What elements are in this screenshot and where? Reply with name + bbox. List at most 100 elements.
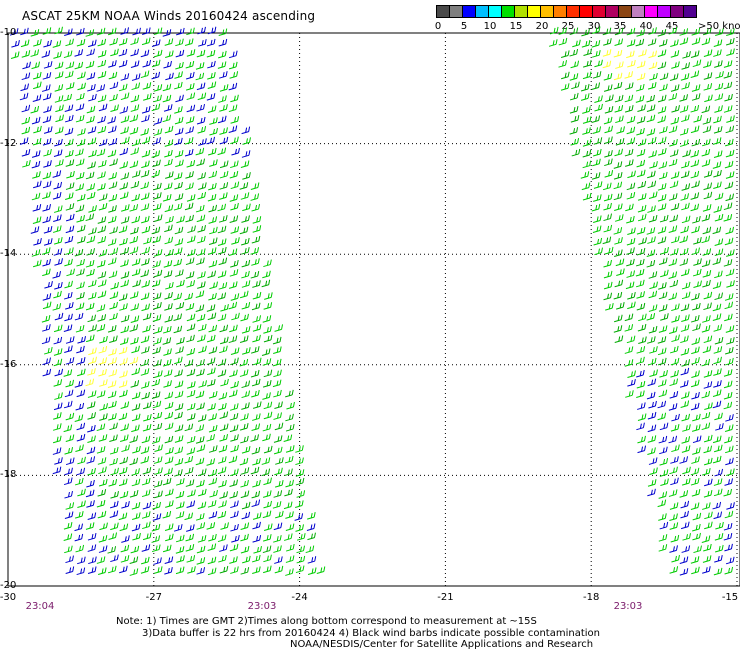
wind-barb	[626, 182, 636, 191]
wind-barb	[250, 434, 260, 442]
wind-barb	[726, 28, 735, 37]
wind-barb	[96, 556, 106, 564]
wind-barb	[701, 259, 711, 268]
wind-barb	[712, 389, 722, 397]
wind-barb	[54, 368, 64, 377]
wind-barb	[107, 546, 117, 554]
wind-barb	[164, 467, 173, 476]
wind-barb	[64, 258, 73, 267]
wind-barb	[140, 358, 150, 367]
wind-barb	[263, 477, 272, 486]
wind-barb	[613, 325, 623, 333]
wind-barb	[142, 59, 152, 68]
wind-barb	[119, 161, 129, 169]
wind-barb	[228, 50, 238, 59]
wind-barb	[197, 535, 207, 543]
wind-barb	[714, 468, 724, 477]
wind-barb	[723, 369, 733, 377]
wind-barb	[604, 125, 613, 134]
wind-barb	[141, 346, 150, 354]
wind-barb	[724, 237, 734, 246]
wind-barb	[251, 302, 261, 311]
wind-barb	[670, 477, 679, 486]
wind-barb	[680, 348, 690, 356]
wind-barb	[142, 423, 152, 432]
wind-barb	[725, 193, 735, 202]
wind-barb	[197, 92, 207, 101]
wind-barb	[658, 39, 668, 47]
wind-barb	[217, 456, 227, 464]
wind-barb	[96, 84, 106, 92]
wind-barb	[649, 369, 658, 377]
wind-barb	[704, 94, 713, 103]
wind-barb	[285, 389, 294, 398]
wind-barb	[637, 104, 646, 113]
wind-barb	[64, 313, 73, 322]
wind-barb	[637, 138, 647, 147]
wind-barb	[657, 412, 667, 421]
wind-barb	[98, 345, 108, 354]
wind-barb	[118, 478, 128, 487]
wind-barb	[42, 115, 52, 124]
wind-barb	[141, 136, 151, 144]
wind-barb	[97, 70, 107, 79]
wind-barb	[240, 490, 250, 499]
wind-barb	[692, 512, 702, 521]
wind-barb	[65, 357, 75, 365]
wind-barb	[52, 447, 62, 455]
wind-barb	[613, 72, 623, 81]
wind-barb	[669, 513, 678, 521]
wind-barb	[262, 490, 272, 498]
wind-barb	[648, 61, 658, 70]
wind-barb	[85, 489, 95, 498]
wind-barb	[74, 533, 84, 542]
wind-barb	[702, 555, 712, 563]
wind-barb	[42, 324, 51, 332]
wind-barb	[670, 370, 679, 378]
wind-barb	[691, 488, 701, 497]
wind-barb	[691, 84, 701, 92]
wind-barb	[77, 556, 86, 565]
wind-barb	[670, 357, 680, 366]
wind-barb	[108, 400, 117, 409]
wind-barb	[65, 159, 75, 167]
latitude-label: -16	[0, 358, 17, 370]
wind-barb	[109, 422, 118, 431]
wind-barb	[296, 533, 306, 541]
wind-barb	[626, 39, 636, 47]
wind-barb	[690, 192, 700, 200]
wind-barb	[142, 324, 151, 333]
wind-barb	[209, 281, 218, 290]
wind-barb	[97, 59, 107, 68]
wind-barb	[218, 95, 227, 103]
wind-barb	[647, 180, 657, 189]
wind-barb	[63, 424, 73, 433]
wind-barb	[252, 413, 261, 421]
wind-barb	[120, 434, 129, 443]
wind-barb	[659, 214, 669, 223]
wind-barb	[76, 357, 86, 365]
wind-barb	[625, 390, 634, 398]
wind-barbs	[9, 26, 735, 576]
wind-barb	[219, 423, 229, 432]
wind-barb	[98, 466, 107, 475]
wind-barb	[162, 94, 172, 103]
wind-barb	[679, 127, 689, 136]
wind-barb	[42, 268, 51, 277]
wind-barb	[120, 126, 129, 135]
wind-barb	[186, 389, 196, 398]
wind-barb	[614, 279, 624, 288]
wind-barb	[52, 170, 62, 178]
wind-barb	[217, 270, 227, 278]
wind-barb	[614, 249, 623, 257]
wind-barb	[173, 292, 183, 301]
wind-barb	[209, 489, 218, 498]
wind-barb	[109, 434, 118, 443]
wind-barb	[140, 292, 150, 301]
wind-barb	[679, 28, 689, 36]
wind-barb	[141, 246, 150, 255]
wind-barb	[692, 59, 702, 68]
wind-barb	[176, 501, 185, 509]
wind-barb	[152, 260, 161, 268]
wind-barb	[207, 367, 216, 376]
